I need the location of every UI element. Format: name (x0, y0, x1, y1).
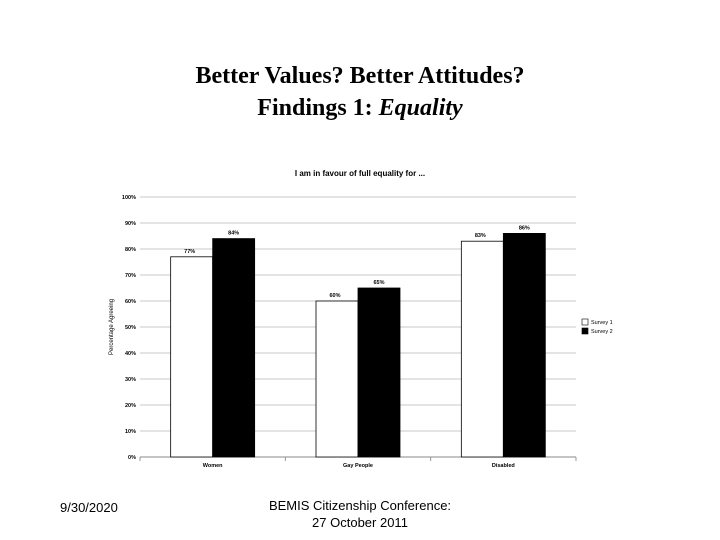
bar-women-survey-1 (170, 256, 214, 458)
x-tick-labels: Women Gay People Disabled (203, 463, 515, 469)
y-tick-label: 20% (125, 403, 136, 409)
legend: Survey 1 Survey 2 (581, 318, 613, 335)
slide-title-prefix: Findings 1: (257, 95, 379, 121)
y-tick-labels: 0% 10% 20% 30% 40% 50% 60% 70% 80% 90% 100% (122, 195, 136, 461)
data-label: 84% (228, 231, 239, 237)
bar-gay-people-survey-2 (357, 287, 401, 458)
x-tick-label: Women (203, 463, 223, 469)
y-tick-label: 10% (125, 429, 136, 435)
y-tick-label: 60% (125, 299, 136, 305)
slide-title-line-2: Findings 1: Equality (0, 92, 720, 124)
footer-conference: BEMIS Citizenship Conference: 27 October… (220, 497, 500, 531)
y-tick-label: 0% (128, 455, 136, 461)
slide-title-line-1: Better Values? Better Attitudes? (195, 63, 525, 89)
slide-title-italic: Equality (378, 95, 463, 121)
legend-swatch (581, 327, 589, 335)
y-tick-label: 30% (125, 377, 136, 383)
footer-conference-line-2: 27 October 2011 (312, 515, 408, 530)
bar-disabled-survey-1 (460, 240, 504, 458)
bar-disabled-survey-2 (502, 233, 546, 458)
bar-women-survey-2 (212, 238, 256, 458)
data-label: 83% (475, 233, 486, 239)
slide-title: Better Values? Better Attitudes? Finding… (0, 60, 720, 124)
footer-date: 9/30/2020 (60, 500, 118, 515)
x-tick-label: Gay People (343, 463, 373, 469)
data-label: 86% (519, 225, 530, 231)
data-label: 60% (329, 293, 340, 299)
y-axis-label: Percentage Agreeing (109, 299, 115, 355)
x-tick-label: Disabled (492, 463, 515, 469)
y-tick-label: 80% (125, 247, 136, 253)
data-labels: 77% 84% 60% 65% 83% 86% (184, 225, 530, 299)
data-label: 77% (184, 249, 195, 255)
footer-conference-line-1: BEMIS Citizenship Conference: (268, 498, 452, 513)
y-tick-label: 50% (125, 325, 136, 331)
y-tick-label: 70% (125, 273, 136, 279)
bar-gay-people-survey-1 (315, 300, 359, 458)
data-label: 65% (373, 280, 384, 286)
chart-title: I am in favour of full equality for ... (295, 169, 425, 178)
legend-entry: Survey 1 (591, 320, 613, 326)
bars (170, 233, 546, 458)
bar-chart: I am in favour of full equality for ... … (109, 169, 613, 469)
legend-entry: Survey 2 (591, 329, 613, 335)
legend-swatch (581, 318, 589, 326)
y-tick-label: 40% (125, 351, 136, 357)
y-tick-label: 90% (125, 221, 136, 227)
y-tick-label: 100% (122, 195, 136, 201)
